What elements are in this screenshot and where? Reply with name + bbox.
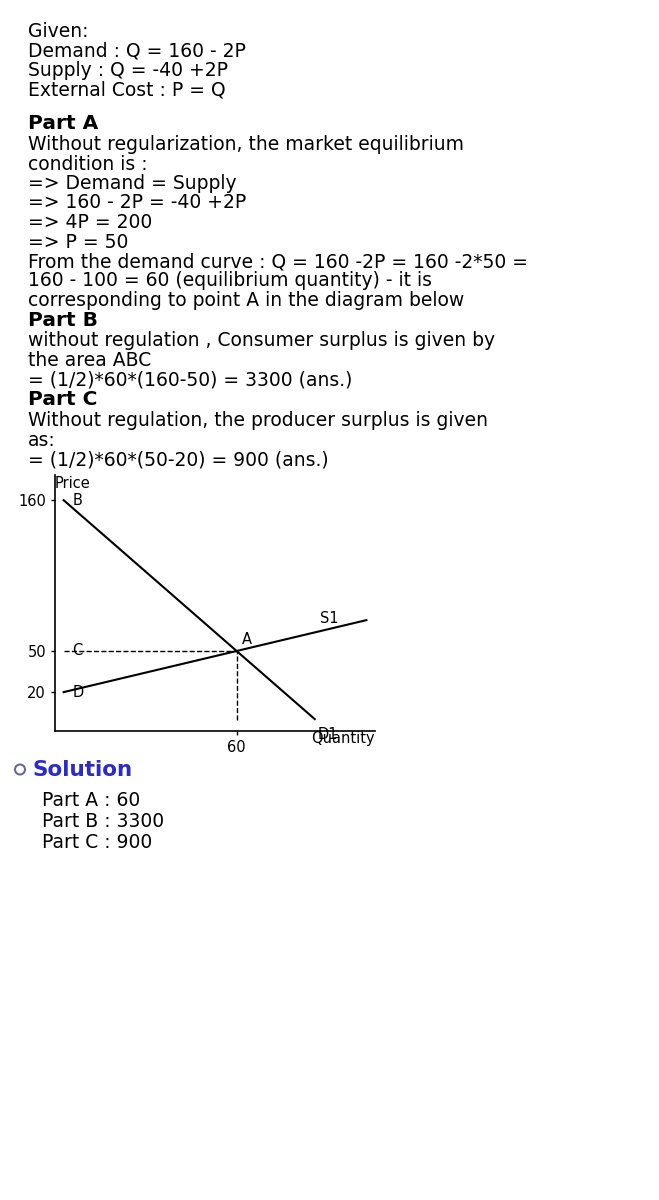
Text: as:: as: — [28, 431, 56, 450]
Text: Without regulation, the producer surplus is given: Without regulation, the producer surplus… — [28, 410, 488, 430]
Text: Part B: Part B — [28, 311, 98, 330]
Text: D: D — [72, 685, 84, 700]
Text: 160 - 100 = 60 (equilibrium quantity) - it is: 160 - 100 = 60 (equilibrium quantity) - … — [28, 271, 432, 290]
Text: Solution: Solution — [32, 761, 132, 780]
Text: C: C — [72, 643, 82, 659]
Text: Quantity: Quantity — [311, 731, 375, 745]
Text: the area ABC: the area ABC — [28, 350, 152, 370]
Text: Without regularization, the market equilibrium: Without regularization, the market equil… — [28, 134, 464, 154]
Text: Part A : 60: Part A : 60 — [42, 792, 140, 810]
Text: = (1/2)*60*(160-50) = 3300 (ans.): = (1/2)*60*(160-50) = 3300 (ans.) — [28, 371, 353, 390]
Text: => 160 - 2P = -40 +2P: => 160 - 2P = -40 +2P — [28, 193, 246, 212]
Text: => P = 50: => P = 50 — [28, 233, 129, 252]
Text: A: A — [243, 632, 252, 647]
Text: B: B — [72, 493, 82, 508]
Text: condition is :: condition is : — [28, 155, 148, 174]
Text: without regulation , Consumer surplus is given by: without regulation , Consumer surplus is… — [28, 331, 495, 350]
Text: => 4P = 200: => 4P = 200 — [28, 214, 152, 232]
Text: Part C: Part C — [28, 390, 98, 409]
Text: Supply : Q = -40 +2P: Supply : Q = -40 +2P — [28, 61, 228, 80]
Text: From the demand curve : Q = 160 -2P = 160 -2*50 =: From the demand curve : Q = 160 -2P = 16… — [28, 252, 528, 271]
Text: Part C : 900: Part C : 900 — [42, 833, 152, 852]
Text: External Cost : P = Q: External Cost : P = Q — [28, 80, 225, 100]
Text: Price: Price — [55, 475, 91, 491]
Text: Part A: Part A — [28, 114, 98, 133]
Text: Part B : 3300: Part B : 3300 — [42, 812, 164, 830]
Text: = (1/2)*60*(50-20) = 900 (ans.): = (1/2)*60*(50-20) = 900 (ans.) — [28, 450, 329, 469]
Text: corresponding to point A in the diagram below: corresponding to point A in the diagram … — [28, 290, 464, 310]
Text: D1: D1 — [318, 727, 338, 742]
Text: => Demand = Supply: => Demand = Supply — [28, 174, 237, 193]
Text: S1: S1 — [320, 611, 339, 626]
Text: Demand : Q = 160 - 2P: Demand : Q = 160 - 2P — [28, 42, 246, 60]
Text: Given:: Given: — [28, 22, 88, 41]
